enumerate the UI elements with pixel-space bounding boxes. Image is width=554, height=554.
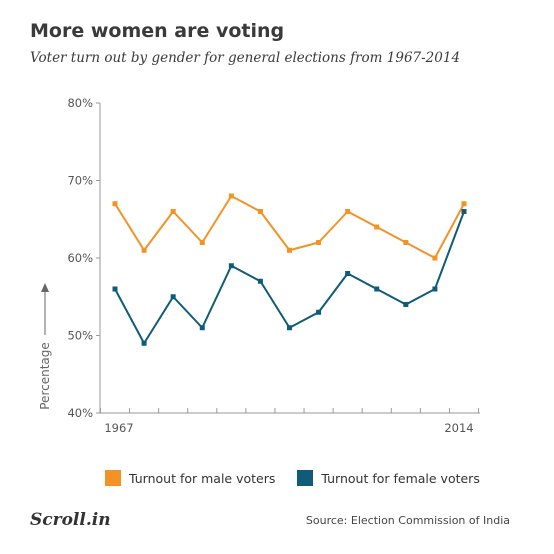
data-point-male	[316, 240, 321, 245]
legend-item-female: Turnout for female voters	[297, 470, 479, 486]
legend-swatch-male	[105, 470, 121, 486]
data-point-female	[200, 325, 205, 330]
legend-label-female: Turnout for female voters	[321, 471, 479, 486]
data-point-female	[229, 263, 234, 268]
data-point-male	[171, 209, 176, 214]
y-axis-arrow-head	[41, 283, 49, 292]
data-point-female	[113, 287, 118, 292]
data-point-female	[374, 287, 379, 292]
y-tick-label: 50%	[67, 329, 93, 343]
legend-label-male: Turnout for male voters	[129, 471, 275, 486]
legend: Turnout for male voters Turnout for fema…	[105, 470, 502, 486]
data-point-female	[403, 302, 408, 307]
data-point-male	[287, 248, 292, 253]
data-point-male	[432, 256, 437, 261]
data-point-male	[345, 209, 350, 214]
data-point-female	[287, 325, 292, 330]
y-axis-label: Percentage	[38, 342, 52, 410]
legend-item-male: Turnout for male voters	[105, 470, 275, 486]
data-point-female	[258, 279, 263, 284]
scroll-logo: Scroll.in	[30, 510, 111, 530]
series-line-female	[115, 212, 464, 344]
chart-axes: 40% 50% 60% 70% 80% 1967 2014	[67, 96, 480, 435]
data-point-female	[142, 341, 147, 346]
legend-swatch-female	[297, 470, 313, 486]
y-tick-label: 60%	[67, 251, 93, 265]
y-axis-label-group: Percentage	[38, 283, 52, 410]
data-point-male	[258, 209, 263, 214]
data-point-female	[432, 287, 437, 292]
data-point-female	[171, 294, 176, 299]
x-tick-label: 1967	[104, 421, 133, 435]
data-point-female	[462, 209, 467, 214]
source-note: Source: Election Commission of India	[306, 514, 510, 527]
data-point-male	[462, 201, 467, 206]
y-tick-label: 80%	[67, 96, 93, 110]
data-point-male	[403, 240, 408, 245]
y-tick-label: 40%	[67, 406, 93, 420]
data-point-male	[142, 248, 147, 253]
data-point-female	[316, 310, 321, 315]
data-point-male	[200, 240, 205, 245]
data-point-male	[229, 194, 234, 199]
y-tick-label: 70%	[67, 174, 93, 188]
data-point-male	[374, 225, 379, 230]
data-point-female	[345, 271, 350, 276]
data-point-male	[113, 201, 118, 206]
x-tick-label: 2014	[444, 421, 473, 435]
series-group	[113, 194, 467, 346]
